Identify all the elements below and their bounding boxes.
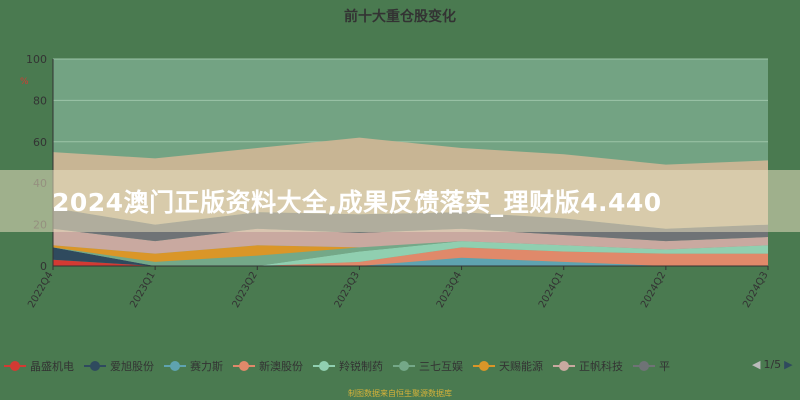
x-tick-label: 2023Q4 [435, 270, 464, 310]
x-tick-label: 2024Q2 [639, 270, 668, 310]
banner-text: 2024澳门正版资料大全,成果反馈落实_理财版4.440 [52, 188, 662, 217]
legend: 晶盛机电 爱旭股份 赛力斯 新澳股份 羚锐制药 三七互娱 天赐能源 正帆科技 平 [4, 358, 670, 374]
area-series-4 [53, 241, 768, 266]
area-series-6 [53, 241, 768, 262]
legend-marker-icon [313, 361, 335, 371]
legend-item[interactable]: 正帆科技 [553, 358, 623, 374]
page-indicator: 1/5 [763, 358, 782, 371]
legend-item[interactable]: 晶盛机电 [4, 358, 74, 374]
chart-title: 前十大重仓股变化 [344, 9, 456, 25]
x-tick-label: 2024Q3 [741, 270, 770, 310]
legend-label: 赛力斯 [190, 360, 223, 373]
y-tick-label: 80 [33, 94, 47, 107]
legend-marker-icon [473, 361, 495, 371]
x-tick-label: 2023Q3 [333, 270, 362, 310]
legend-item[interactable]: 羚锐制药 [313, 358, 383, 374]
overlay-banner: 2024澳门正版资料大全,成果反馈落实_理财版4.440 [0, 170, 800, 232]
area-series-1 [53, 247, 768, 266]
legend-label: 天赐能源 [499, 360, 543, 373]
legend-label: 爱旭股份 [110, 360, 154, 373]
legend-pager: ◀ 1/5 ▶ [752, 358, 793, 371]
x-tick-label: 2023Q2 [231, 270, 260, 310]
legend-marker-icon [4, 361, 26, 371]
x-tick-label: 2022Q4 [26, 270, 55, 310]
prev-page-icon[interactable]: ◀ [752, 358, 761, 371]
legend-label: 平 [659, 360, 670, 373]
next-page-icon[interactable]: ▶ [784, 358, 793, 371]
area-series-5 [53, 241, 768, 266]
legend-marker-icon [553, 361, 575, 371]
data-source-note: 制图数据来自恒生聚源数据库 [348, 389, 452, 398]
legend-label: 新澳股份 [259, 360, 303, 373]
legend-marker-icon [233, 361, 255, 371]
y-tick-label: 60 [33, 136, 47, 149]
legend-label: 正帆科技 [579, 360, 623, 373]
legend-label: 三七互娱 [419, 360, 463, 373]
area-series-2 [53, 247, 768, 266]
legend-marker-icon [84, 361, 106, 371]
legend-item[interactable]: 新澳股份 [233, 358, 303, 374]
legend-item[interactable]: 天赐能源 [473, 358, 543, 374]
area-series-7 [53, 228, 768, 254]
x-tick-label: 2023Q1 [128, 270, 157, 310]
legend-marker-icon [164, 361, 186, 371]
legend-item[interactable]: 三七互娱 [393, 358, 463, 374]
legend-label: 晶盛机电 [30, 360, 74, 373]
y-axis-label: % [20, 77, 29, 87]
legend-marker-icon [393, 361, 415, 371]
area-series-0 [53, 259, 768, 266]
y-tick-label: 0 [40, 260, 47, 273]
legend-item[interactable]: 爱旭股份 [84, 358, 154, 374]
legend-label: 羚锐制药 [339, 360, 383, 373]
x-tick-label: 2024Q1 [537, 270, 566, 310]
y-tick-label: 100 [26, 53, 47, 66]
legend-item[interactable]: 赛力斯 [164, 358, 223, 374]
legend-marker-icon [633, 361, 655, 371]
legend-item[interactable]: 平 [633, 358, 670, 374]
